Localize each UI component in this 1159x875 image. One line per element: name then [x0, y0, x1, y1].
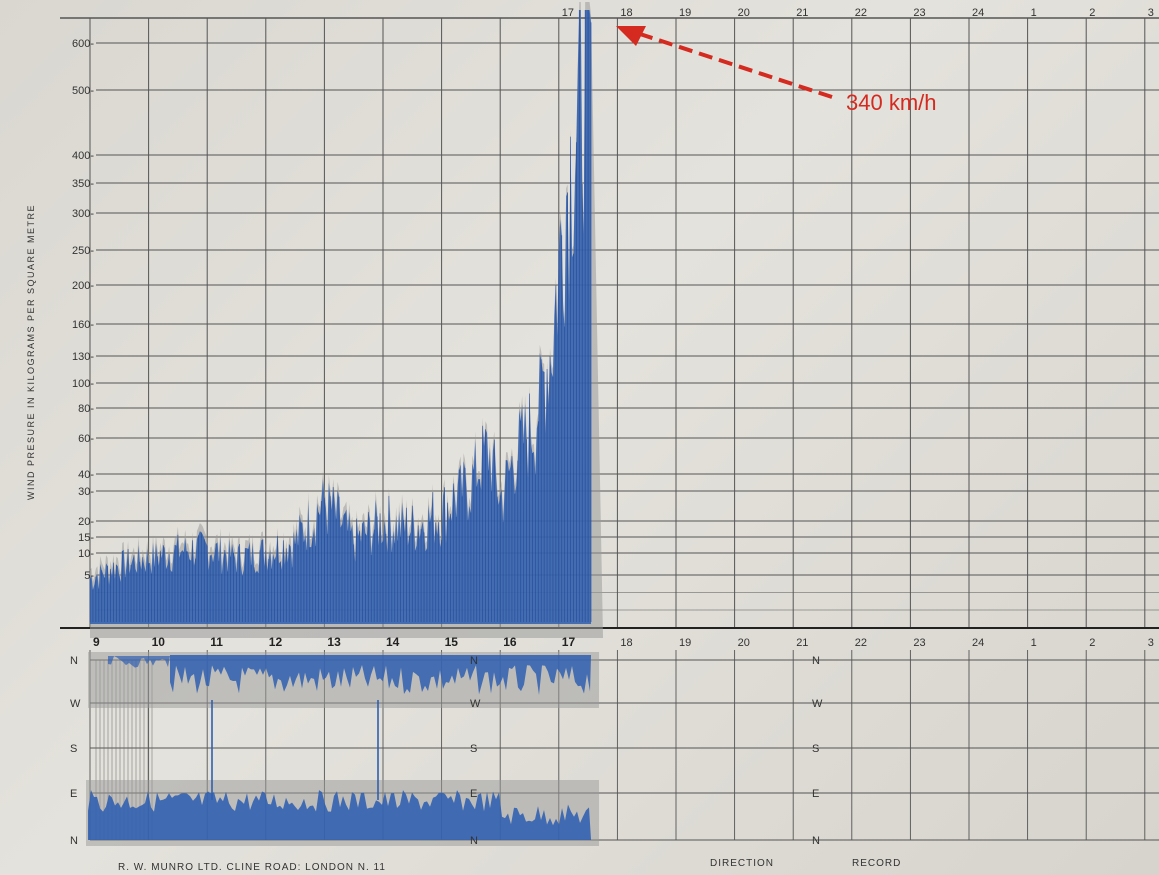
direction-label: E — [70, 788, 77, 800]
y-tick-label: 100- — [72, 378, 94, 390]
wind-trace — [86, 2, 604, 846]
x-tick-bottom-label: 12 — [269, 635, 283, 649]
x-tick-top-label: 3 — [1148, 7, 1154, 19]
direction-label: E — [812, 788, 819, 800]
x-tick-top-label: 20 — [738, 7, 750, 19]
y-tick-label: 5- — [84, 570, 94, 582]
x-tick-bottom-label: 24 — [972, 637, 984, 649]
direction-label: N — [812, 835, 820, 847]
x-tick-top-label: 24 — [972, 7, 984, 19]
y-axis-label: WIND PRESURE IN KILOGRAMS PER SQUARE MET… — [26, 204, 36, 500]
y-tick-label: 130- — [72, 351, 94, 363]
x-tick-bottom-label: 20 — [738, 637, 750, 649]
x-tick-bottom-label: 21 — [796, 637, 808, 649]
x-tick-top-label: 19 — [679, 7, 691, 19]
direction-label: W — [812, 698, 823, 710]
y-tick-label: 350- — [72, 178, 94, 190]
x-tick-bottom-label: 2 — [1089, 637, 1095, 649]
chart-grid — [60, 17, 1159, 841]
footer-record: RECORD — [852, 858, 901, 869]
direction-label: N — [812, 655, 820, 667]
x-tick-top-label: 23 — [913, 7, 925, 19]
y-tick-label: 60- — [78, 433, 94, 445]
annotation-text: 340 km/h — [846, 90, 937, 115]
y-tick-label: 30- — [78, 486, 94, 498]
direction-label: N — [470, 835, 478, 847]
direction-label: W — [470, 698, 481, 710]
direction-label: S — [470, 743, 477, 755]
x-tick-bottom-label: 13 — [327, 635, 341, 649]
direction-label: N — [70, 835, 78, 847]
x-tick-bottom-label: 22 — [855, 637, 867, 649]
x-tick-bottom-label: 3 — [1148, 637, 1154, 649]
direction-label: N — [470, 655, 478, 667]
x-tick-bottom-label: 11 — [210, 635, 223, 649]
x-tick-bottom-label: 10 — [152, 635, 166, 649]
y-axis-ticks: 5- 10- 15- 20- 30- 40- 60- 80- 100- 130- 160- 200- 2… — [72, 38, 94, 582]
y-tick-label: 250- — [72, 245, 94, 257]
y-tick-label: 500- — [72, 85, 94, 97]
x-axis-ticks: 17 18 19 20 21 22 23 24 1 2 39 10 11 12 13 14 15 16 17 18 19… — [93, 7, 1154, 649]
x-tick-bottom-label: 19 — [679, 637, 691, 649]
x-tick-top-label: 1 — [1031, 7, 1037, 19]
maker-imprint: R. W. MUNRO LTD. CLINE ROAD: LONDON N. 1… — [118, 862, 386, 873]
x-tick-bottom-label: 1 — [1031, 637, 1037, 649]
x-tick-bottom-label: 17 — [562, 635, 576, 649]
x-tick-bottom-label: 23 — [913, 637, 925, 649]
annotation-arrowhead — [616, 26, 646, 46]
x-tick-top-label: 17 — [562, 7, 574, 19]
y-tick-label: 40- — [78, 469, 94, 481]
y-tick-label: 200- — [72, 280, 94, 292]
direction-label: S — [70, 743, 77, 755]
y-tick-label: 20- — [78, 516, 94, 528]
y-tick-label: 10- — [78, 548, 94, 560]
footer-direction: DIRECTION — [710, 858, 774, 869]
x-tick-bottom-label: 9 — [93, 635, 100, 649]
y-tick-label: 400- — [72, 150, 94, 162]
annotation: 340 km/h — [616, 26, 937, 115]
x-tick-bottom-label: 16 — [503, 635, 517, 649]
y-tick-label: 600- — [72, 38, 94, 50]
direction-label: E — [470, 788, 477, 800]
x-tick-bottom-label: 14 — [386, 635, 400, 649]
x-tick-top-label: 18 — [620, 7, 632, 19]
direction-label: N — [70, 655, 78, 667]
x-tick-top-label: 21 — [796, 7, 808, 19]
direction-label: W — [70, 698, 81, 710]
x-tick-bottom-label: 15 — [445, 635, 459, 649]
y-tick-label: 15- — [78, 532, 94, 544]
direction-label: S — [812, 743, 819, 755]
annotation-arrow — [639, 32, 833, 99]
y-tick-label: 80- — [78, 403, 94, 415]
y-tick-label: 160- — [72, 319, 94, 331]
x-tick-top-label: 22 — [855, 7, 867, 19]
x-tick-bottom-label: 18 — [620, 637, 632, 649]
footer: R. W. MUNRO LTD. CLINE ROAD: LONDON N. 1… — [118, 858, 901, 873]
x-tick-top-label: 2 — [1089, 7, 1095, 19]
y-tick-label: 300- — [72, 208, 94, 220]
direction-labels: N W S E N N W S E N N W S E N — [70, 655, 823, 847]
